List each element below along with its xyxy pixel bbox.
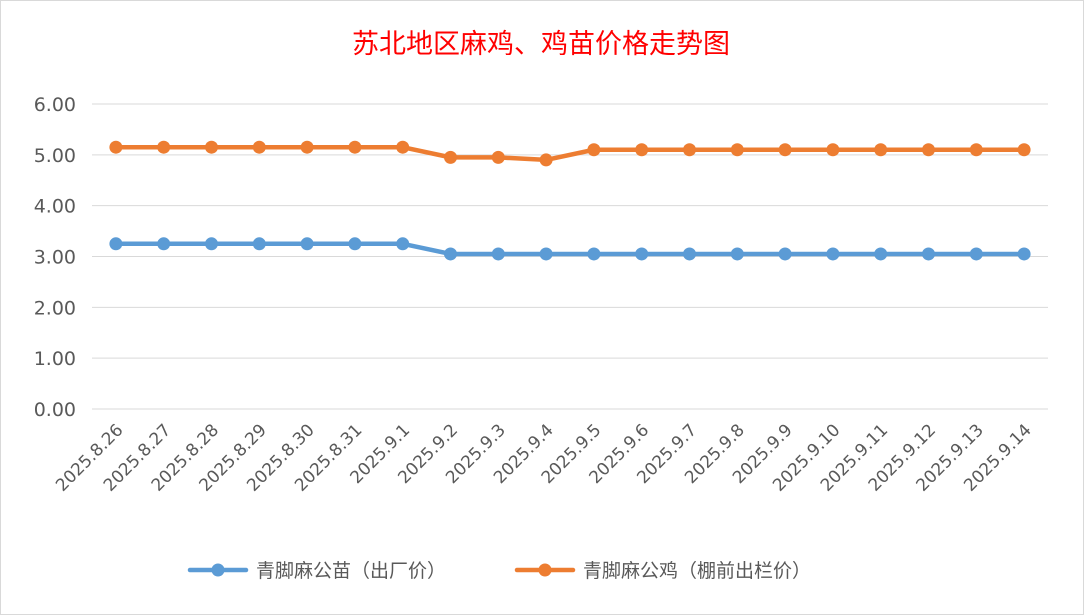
y-tick-label: 1.00 bbox=[34, 348, 76, 370]
data-point bbox=[826, 143, 840, 157]
data-point bbox=[969, 247, 983, 261]
data-point bbox=[587, 247, 601, 261]
data-point bbox=[491, 247, 505, 261]
legend-marker bbox=[211, 563, 225, 577]
data-point bbox=[491, 150, 505, 164]
data-point bbox=[444, 150, 457, 164]
y-tick-label: 2.00 bbox=[34, 297, 76, 319]
data-point bbox=[922, 143, 935, 157]
y-tick-label: 4.00 bbox=[34, 196, 76, 218]
y-tick-label: 0.00 bbox=[34, 399, 76, 421]
series-1 bbox=[109, 237, 1031, 261]
data-point bbox=[348, 237, 362, 251]
data-point bbox=[587, 143, 601, 157]
data-point bbox=[444, 247, 457, 261]
legend-item-2[interactable]: 青脚麻公鸡（棚前出栏价） bbox=[514, 560, 811, 582]
series-2 bbox=[109, 140, 1031, 167]
data-point bbox=[635, 247, 649, 261]
data-point bbox=[874, 143, 888, 157]
series-line bbox=[113, 144, 1027, 163]
legend[interactable]: 青脚麻公苗（出厂价） 青脚麻公鸡（棚前出栏价） bbox=[187, 560, 811, 582]
data-point bbox=[922, 247, 935, 261]
data-point bbox=[157, 237, 171, 251]
data-point bbox=[109, 140, 123, 154]
data-point bbox=[683, 143, 696, 157]
chart-title: 苏北地区麻鸡、鸡苗价格走势图 bbox=[352, 29, 730, 60]
data-point bbox=[874, 247, 888, 261]
data-point bbox=[778, 247, 792, 261]
series-line bbox=[113, 241, 1027, 257]
legend-label: 青脚麻公鸡（棚前出栏价） bbox=[583, 560, 811, 582]
y-tick-label: 5.00 bbox=[34, 145, 76, 167]
data-point bbox=[300, 140, 314, 154]
legend-marker bbox=[538, 563, 552, 577]
data-point bbox=[826, 247, 840, 261]
data-point bbox=[396, 140, 410, 154]
data-point bbox=[635, 143, 649, 157]
data-point bbox=[778, 143, 792, 157]
data-point bbox=[539, 153, 553, 167]
data-point bbox=[1017, 247, 1031, 261]
data-point bbox=[348, 140, 362, 154]
data-point bbox=[730, 143, 744, 157]
x-axis: 2025.8.262025.8.272025.8.282025.8.292025… bbox=[52, 420, 1036, 495]
data-point bbox=[252, 140, 266, 154]
y-tick-label: 6.00 bbox=[34, 94, 76, 116]
data-point bbox=[300, 237, 314, 251]
data-point bbox=[205, 237, 218, 251]
data-point bbox=[730, 247, 744, 261]
data-point bbox=[1017, 143, 1031, 157]
data-point bbox=[157, 140, 171, 154]
data-point bbox=[539, 247, 553, 261]
data-point bbox=[252, 237, 266, 251]
y-axis: 0.00 1.00 2.00 3.00 4.00 5.00 6.00 bbox=[34, 94, 76, 421]
data-point bbox=[683, 247, 696, 261]
legend-label: 青脚麻公苗（出厂价） bbox=[256, 560, 446, 582]
data-point bbox=[396, 237, 410, 251]
series-group bbox=[109, 140, 1031, 261]
data-point bbox=[109, 237, 123, 251]
y-tick-label: 3.00 bbox=[34, 247, 76, 269]
data-point bbox=[205, 140, 218, 154]
legend-item-1[interactable]: 青脚麻公苗（出厂价） bbox=[187, 560, 446, 582]
data-point bbox=[969, 143, 983, 157]
